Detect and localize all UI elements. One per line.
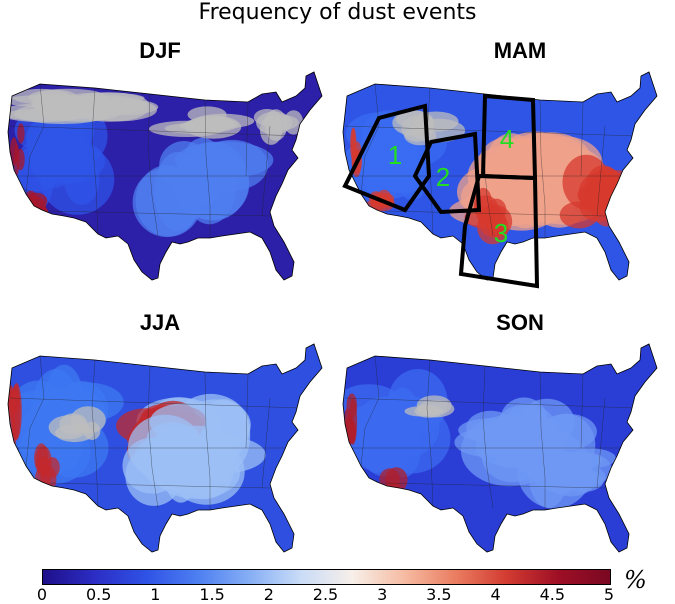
region-box-4 bbox=[480, 93, 538, 181]
state-border bbox=[426, 359, 434, 507]
state-border bbox=[344, 125, 636, 137]
colorbar-tick-label: 1 bbox=[150, 585, 161, 604]
state-border bbox=[49, 482, 271, 489]
state-border bbox=[261, 397, 271, 489]
frequency-blob bbox=[52, 227, 79, 249]
colorbar-tick-label: 4.5 bbox=[539, 585, 566, 604]
state-border bbox=[25, 83, 45, 195]
state-border bbox=[384, 210, 606, 217]
frequency-blob bbox=[48, 238, 76, 260]
state-border bbox=[49, 210, 271, 217]
map-son bbox=[342, 343, 658, 553]
frequency-blob bbox=[33, 206, 49, 220]
state-border bbox=[384, 482, 606, 489]
state-border bbox=[147, 365, 159, 509]
state-border bbox=[482, 365, 494, 509]
state-border bbox=[539, 99, 546, 238]
map-djf bbox=[7, 71, 323, 281]
frequency-blob bbox=[458, 418, 526, 443]
panel-label-djf: DJF bbox=[139, 38, 181, 63]
frequency-blob bbox=[17, 123, 25, 144]
colorbar-tick-label: 0.5 bbox=[85, 585, 112, 604]
figure-title: Frequency of dust events bbox=[198, 0, 477, 25]
frequency-blob bbox=[49, 231, 74, 255]
colorbar-tick-label: 2.5 bbox=[312, 585, 339, 604]
frequency-blob bbox=[16, 148, 25, 171]
state-border bbox=[245, 373, 249, 449]
state-border bbox=[360, 355, 380, 467]
frequency-blob bbox=[374, 484, 400, 508]
frequency-blob bbox=[347, 422, 357, 444]
colorbar-tick-label: 2 bbox=[263, 585, 274, 604]
state-border bbox=[539, 371, 546, 510]
state-border bbox=[596, 397, 606, 489]
state-border bbox=[360, 83, 380, 195]
colorbar-unit: % bbox=[624, 566, 647, 594]
colorbar bbox=[42, 569, 611, 585]
panel-label-jja: JJA bbox=[139, 310, 181, 335]
frequency-blob bbox=[45, 457, 60, 478]
frequency-blob bbox=[389, 486, 404, 508]
frequency-blob bbox=[68, 92, 149, 115]
region-box-2 bbox=[412, 131, 482, 215]
panel-label-mam: MAM bbox=[493, 38, 547, 63]
region-label-4: 4 bbox=[500, 124, 514, 154]
frequency-blob bbox=[34, 443, 49, 473]
state-border bbox=[580, 101, 584, 177]
colorbar-tick-label: 1.5 bbox=[199, 585, 225, 604]
state-border bbox=[580, 373, 584, 449]
state-border bbox=[91, 87, 99, 235]
frequency-blob bbox=[55, 231, 76, 252]
state-border bbox=[9, 397, 301, 409]
state-border bbox=[147, 93, 159, 237]
colorbar-tick-label: 3 bbox=[377, 585, 388, 604]
frequency-blob bbox=[486, 198, 507, 222]
frequency-blob bbox=[187, 106, 227, 123]
colorbar-tick-label: 3.5 bbox=[426, 585, 452, 604]
map-mam: 1 2 3 4 bbox=[342, 71, 658, 289]
frequency-blob bbox=[149, 120, 225, 137]
state-border bbox=[9, 125, 301, 137]
frequency-blob bbox=[11, 88, 70, 105]
state-border bbox=[261, 125, 271, 217]
panel-label-son: SON bbox=[496, 310, 544, 335]
colorbar-tick-label: 0 bbox=[36, 585, 48, 604]
state-border bbox=[204, 99, 211, 238]
frequency-blob bbox=[67, 239, 83, 260]
us-outline bbox=[342, 343, 658, 553]
state-border bbox=[204, 371, 211, 510]
frequency-blob bbox=[59, 237, 80, 255]
frequency-blob bbox=[40, 144, 115, 215]
region-label-1: 1 bbox=[388, 140, 402, 170]
frequency-blob bbox=[264, 109, 288, 141]
state-border bbox=[344, 397, 636, 409]
us-outline bbox=[7, 343, 323, 553]
us-outline bbox=[7, 71, 323, 281]
frequency-blob bbox=[8, 103, 90, 123]
frequency-blob bbox=[128, 414, 203, 480]
region-box-1 bbox=[342, 103, 432, 213]
frequency-blob bbox=[507, 437, 560, 473]
frequency-blob bbox=[387, 420, 421, 478]
region-label-2: 2 bbox=[436, 162, 450, 192]
frequency-blob bbox=[404, 406, 439, 417]
frequency-blob bbox=[557, 452, 603, 469]
map-jja bbox=[7, 343, 323, 553]
state-border bbox=[596, 125, 606, 217]
colorbar-tick-label: 4 bbox=[490, 585, 501, 604]
colorbar-tick-label: 5 bbox=[603, 585, 615, 604]
frequency-blob bbox=[563, 469, 604, 492]
us-outline bbox=[342, 71, 658, 281]
frequency-blob bbox=[395, 110, 432, 128]
state-border bbox=[91, 359, 99, 507]
frequency-blob bbox=[83, 421, 101, 440]
frequency-blob bbox=[11, 384, 21, 441]
state-border bbox=[25, 355, 45, 467]
state-border bbox=[245, 101, 249, 177]
region-label-3: 3 bbox=[494, 218, 508, 248]
frequency-blob bbox=[132, 167, 202, 238]
